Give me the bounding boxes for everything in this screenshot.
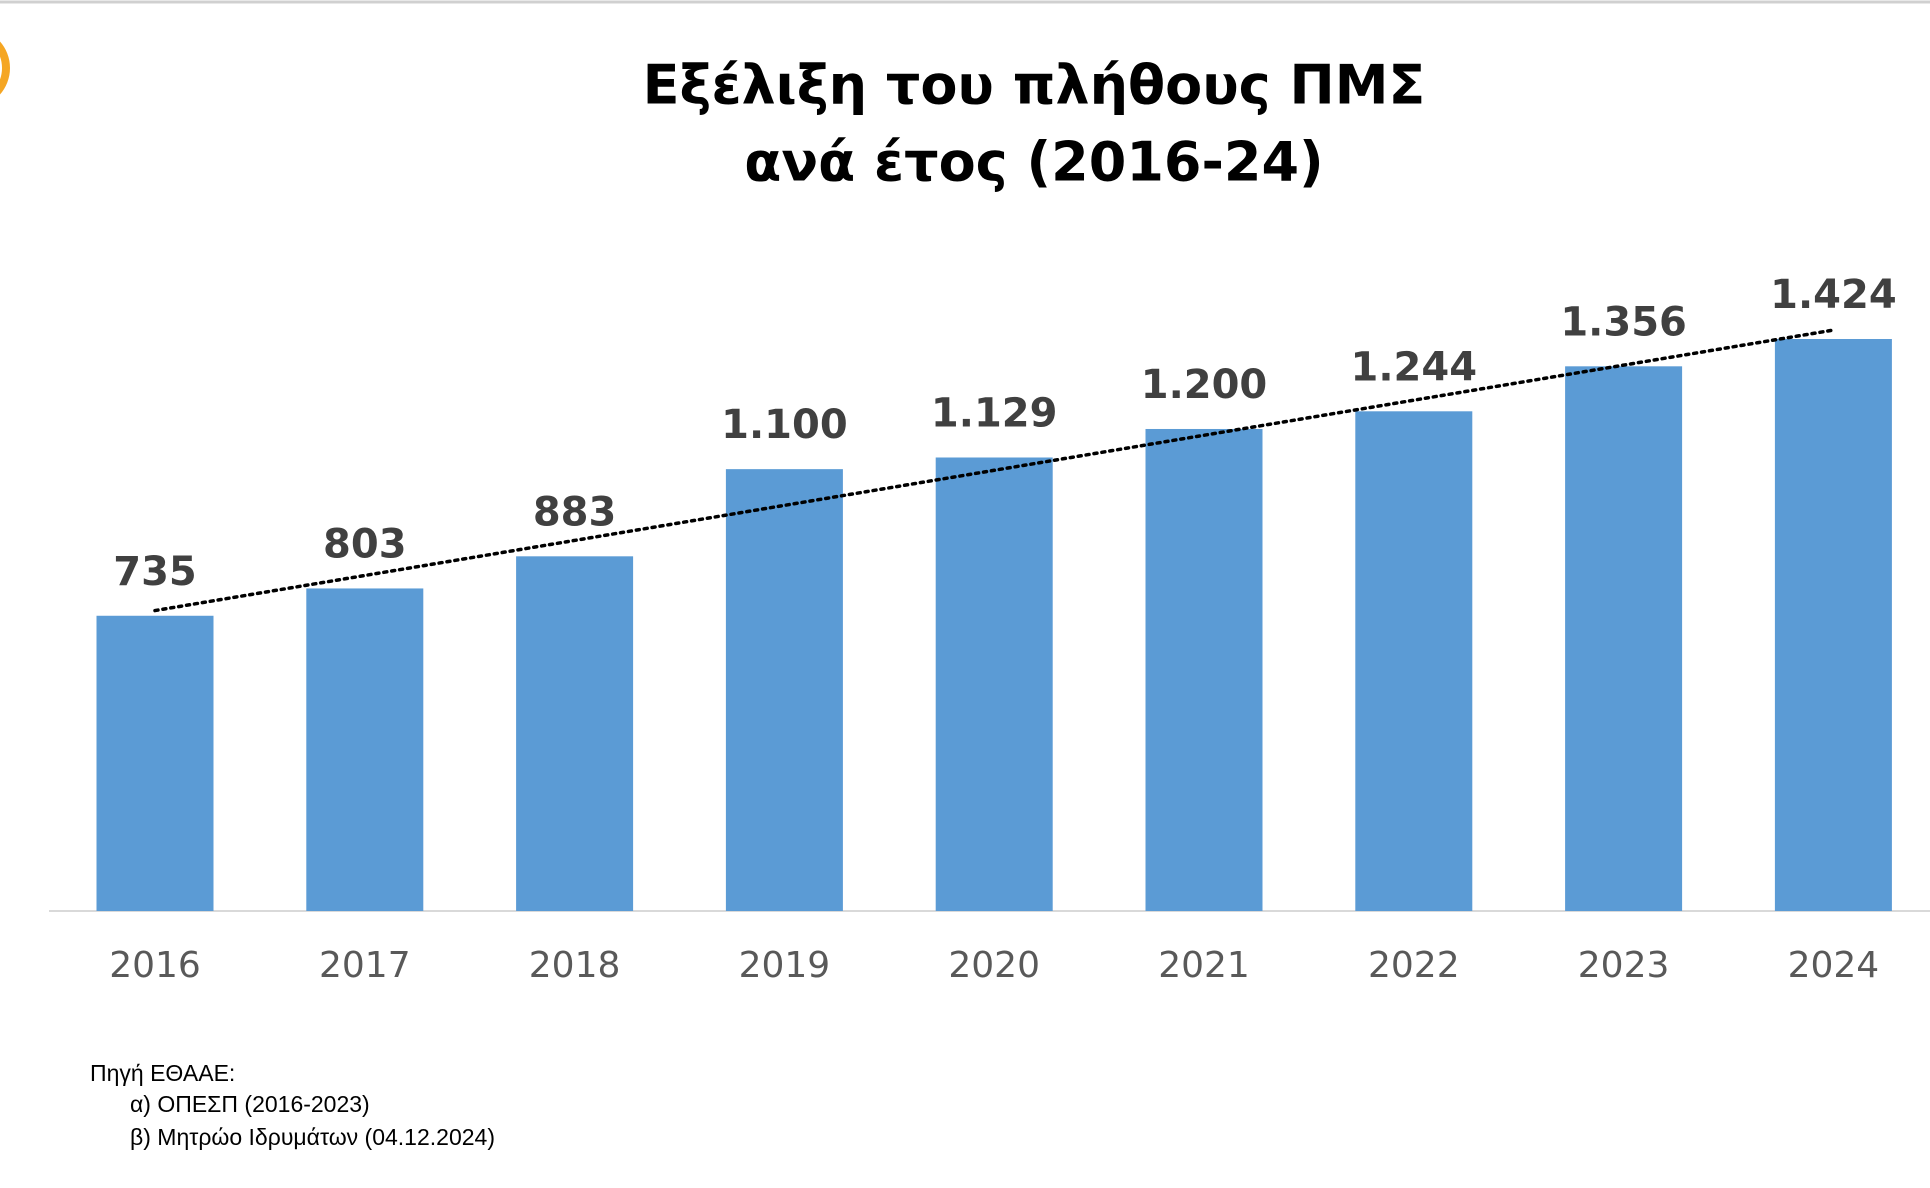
logo-fragment [0, 41, 10, 95]
x-tick-label: 2019 [739, 945, 831, 986]
bar [725, 469, 843, 911]
x-tick-label: 2018 [529, 945, 621, 986]
source-note: β) Μητρώο Ιδρυμάτων (04.12.2024) [130, 1124, 495, 1150]
x-tick-label: 2023 [1578, 945, 1670, 986]
data-label: 1.100 [721, 402, 848, 448]
chart-title: ανά έτος (2016-24) [744, 131, 1323, 194]
data-label: 1.244 [1351, 344, 1478, 390]
bar [306, 588, 424, 911]
trendline [153, 328, 1836, 613]
bar [1565, 366, 1683, 912]
x-tick-label: 2024 [1788, 945, 1880, 986]
data-label: 1.424 [1770, 272, 1897, 318]
bar [1145, 428, 1263, 911]
x-tick-label: 2021 [1158, 945, 1250, 986]
data-label: 1.356 [1560, 299, 1687, 345]
chart-title: Εξέλιξη του πλήθους ΠΜΣ [643, 54, 1426, 117]
bar [1774, 339, 1892, 911]
data-label: 735 [113, 549, 197, 595]
bar [516, 556, 634, 911]
data-label: 803 [323, 521, 407, 567]
data-label: 883 [533, 489, 617, 535]
source-note: Πηγή ΕΘΑΑΕ: [90, 1060, 235, 1086]
data-label: 1.129 [931, 390, 1058, 436]
x-tick-label: 2020 [948, 945, 1040, 986]
x-tick-label: 2017 [319, 945, 411, 986]
bar [935, 457, 1053, 911]
data-label: 1.200 [1141, 362, 1268, 408]
bar [96, 615, 214, 911]
bar [1355, 411, 1473, 911]
x-tick-label: 2022 [1368, 945, 1460, 986]
source-note: α) ΟΠΕΣΠ (2016-2023) [130, 1091, 370, 1117]
x-tick-label: 2016 [109, 945, 201, 986]
